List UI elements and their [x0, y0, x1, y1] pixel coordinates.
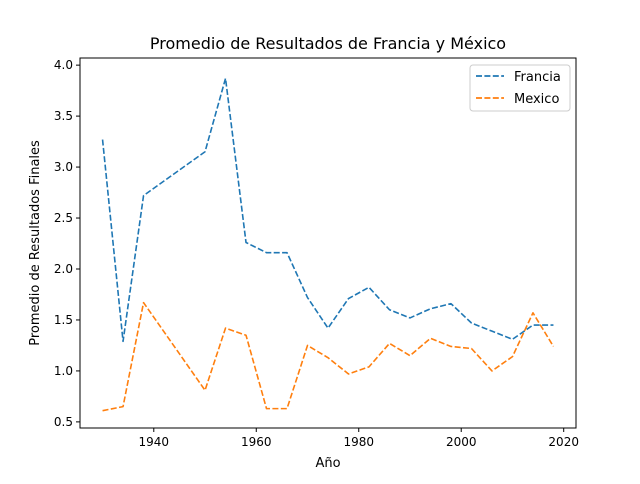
x-axis: 1940 1960 1980 2000 2020	[139, 428, 579, 449]
x-tick-label: 2000	[446, 435, 477, 449]
y-tick-label: 1.5	[54, 313, 73, 327]
series-line-francia	[101, 77, 554, 343]
chart-title: Promedio de Resultados de Francia y Méxi…	[150, 34, 506, 53]
y-tick-label: 3.0	[54, 160, 73, 174]
legend-label-francia: Francia	[514, 70, 561, 85]
y-tick-label: 2.0	[54, 262, 73, 276]
y-tick-label: 4.0	[54, 58, 73, 72]
series-layer	[101, 77, 555, 412]
x-tick-label: 2020	[548, 435, 579, 449]
y-axis: 0.5 1.0 1.5 2.0 2.5 3.0 3.5 4.0	[54, 58, 80, 429]
x-tick-label: 1940	[139, 435, 170, 449]
y-tick-label: 1.0	[54, 364, 73, 378]
legend-label-mexico: Mexico	[514, 92, 559, 107]
y-tick-label: 2.5	[54, 211, 73, 225]
plot-frame	[79, 57, 577, 429]
y-tick-label: 0.5	[54, 415, 73, 429]
legend: Francia Mexico	[469, 64, 571, 112]
y-axis-label: Promedio de Resultados Finales	[28, 140, 43, 346]
y-tick-label: 3.5	[54, 109, 73, 123]
x-tick-label: 1980	[343, 435, 374, 449]
x-axis-label: Año	[315, 456, 340, 471]
series-line-mexico	[102, 301, 555, 412]
x-tick-label: 1960	[241, 435, 272, 449]
